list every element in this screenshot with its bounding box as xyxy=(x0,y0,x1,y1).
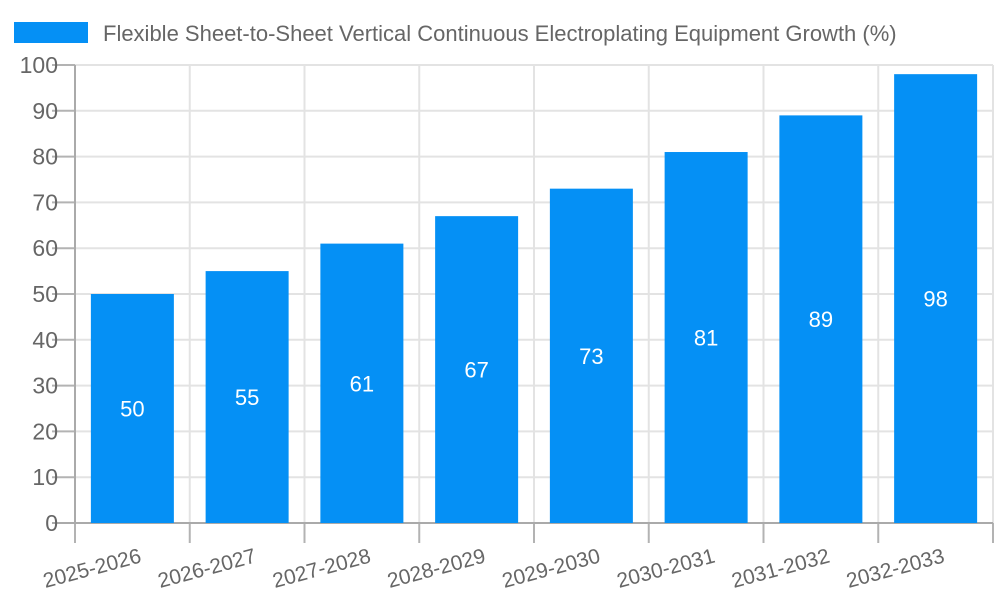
legend: Flexible Sheet-to-Sheet Vertical Continu… xyxy=(14,21,897,46)
y-tick-label: 80 xyxy=(32,144,58,170)
y-tick-label: 90 xyxy=(32,98,58,124)
x-tick-label: 2030-2031 xyxy=(614,545,717,593)
x-tick-label: 2025-2026 xyxy=(41,545,144,593)
x-tick-label: 2028-2029 xyxy=(385,545,488,593)
bar xyxy=(320,243,404,523)
bar xyxy=(779,115,863,523)
y-tick-label: 30 xyxy=(32,373,58,399)
bar-value-label: 55 xyxy=(235,385,259,410)
bar xyxy=(664,152,748,523)
bar-value-label: 89 xyxy=(809,307,833,332)
bar xyxy=(205,271,289,523)
bar xyxy=(90,294,174,523)
y-tick-label: 70 xyxy=(32,189,58,215)
bar xyxy=(894,74,978,523)
y-tick-label: 40 xyxy=(32,327,58,353)
x-tick-label: 2026-2027 xyxy=(155,545,258,593)
bar-value-label: 73 xyxy=(579,344,603,369)
bar-value-label: 98 xyxy=(923,287,947,312)
y-tick-label: 100 xyxy=(20,52,58,78)
gridlines xyxy=(75,64,994,523)
legend-label: Flexible Sheet-to-Sheet Vertical Continu… xyxy=(103,21,897,46)
y-tick-label: 10 xyxy=(32,464,58,490)
x-tick-label: 2029-2030 xyxy=(500,545,603,593)
y-tick-label: 20 xyxy=(32,418,58,444)
bar xyxy=(435,216,519,523)
bar-value-label: 81 xyxy=(694,326,718,351)
bar-value-label: 50 xyxy=(120,397,144,422)
x-tick-label: 2031-2032 xyxy=(729,545,832,593)
legend-swatch-icon xyxy=(14,22,88,43)
bar xyxy=(549,188,633,523)
y-tick-label: 50 xyxy=(32,281,58,307)
y-tick-label: 60 xyxy=(32,235,58,261)
bar-value-label: 61 xyxy=(350,371,374,396)
x-tick-label: 2032-2033 xyxy=(844,545,947,593)
bars: 50 55 61 67 73 81 89 98 xyxy=(90,74,978,523)
bar-value-label: 67 xyxy=(464,358,488,383)
y-tick-label: 0 xyxy=(45,510,58,536)
x-tick-label: 2027-2028 xyxy=(270,545,373,593)
